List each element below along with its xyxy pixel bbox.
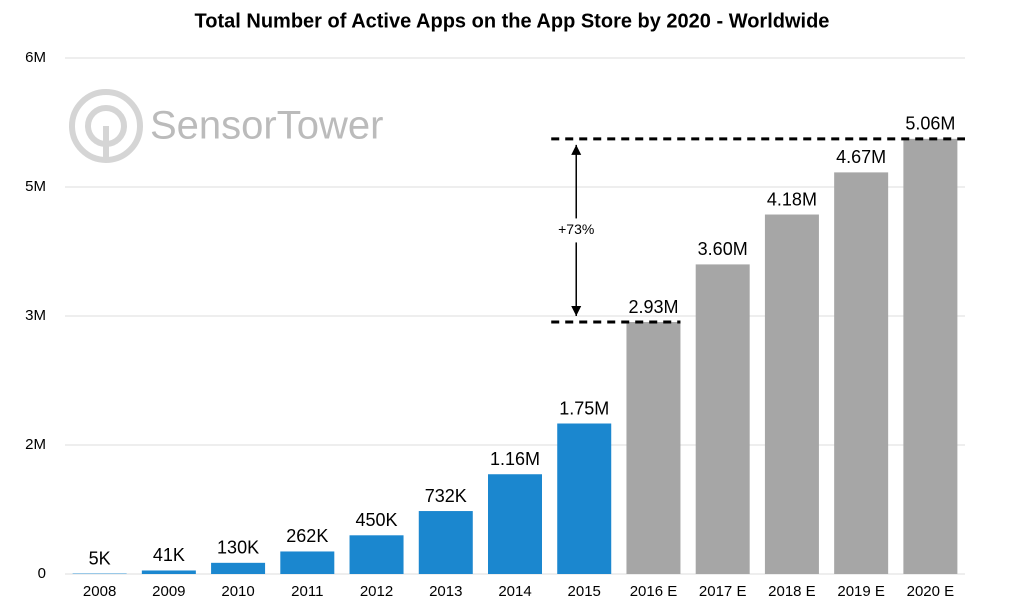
x-tick-label: 2013 (429, 583, 462, 600)
value-label: 41K (153, 545, 185, 565)
annotation-bg (548, 218, 605, 243)
bar (834, 172, 889, 574)
value-label: 5K (89, 548, 111, 568)
y-tick-label: 2M (25, 436, 46, 453)
value-label: 1.16M (490, 449, 540, 469)
x-tick-label: 2009 (152, 583, 185, 600)
bar (557, 423, 612, 574)
bar (141, 570, 196, 574)
value-label: 4.67M (836, 147, 886, 167)
x-tick-label: 2010 (221, 583, 254, 600)
value-label: 130K (217, 538, 259, 558)
x-tick-label: 2016 E (630, 583, 678, 600)
chart-title: Total Number of Active Apps on the App S… (195, 10, 830, 32)
value-label: 732K (425, 486, 467, 506)
x-tick-label: 2014 (498, 583, 531, 600)
value-label: 3.60M (698, 239, 748, 259)
bar (764, 214, 819, 574)
x-tick-label: 2011 (291, 583, 323, 600)
y-tick-label: 6M (25, 49, 46, 66)
bar (626, 322, 681, 574)
x-tick-label: 2017 E (699, 583, 747, 600)
value-label: 1.75M (559, 398, 609, 418)
bar (903, 138, 958, 574)
value-label: 262K (286, 526, 328, 546)
x-tick-label: 2018 E (768, 583, 816, 600)
bar (211, 562, 266, 574)
value-label: 2.93M (628, 297, 678, 317)
annotation: +73% (558, 221, 594, 237)
x-tick-label: 2008 (83, 583, 116, 600)
arrow-head (571, 306, 582, 317)
watermark-logo (69, 89, 143, 163)
arrow-head (571, 144, 582, 155)
x-tick-label: 2012 (360, 583, 393, 600)
value-label: 4.18M (767, 189, 817, 209)
bar (418, 511, 473, 574)
bar (695, 264, 750, 574)
watermark: SensorTower (150, 104, 383, 148)
value-label: 450K (356, 510, 398, 530)
x-tick-label: 2015 (568, 583, 601, 600)
x-tick-label: 2019 E (837, 583, 885, 600)
bar (280, 551, 335, 574)
x-tick-label: 2020 E (907, 583, 955, 600)
y-tick-label: 5M (25, 178, 46, 195)
y-tick-label: 3M (25, 307, 46, 324)
bar (349, 535, 404, 574)
value-label: 5.06M (905, 114, 955, 134)
y-tick-label: 0 (38, 565, 46, 582)
bar (488, 474, 542, 574)
